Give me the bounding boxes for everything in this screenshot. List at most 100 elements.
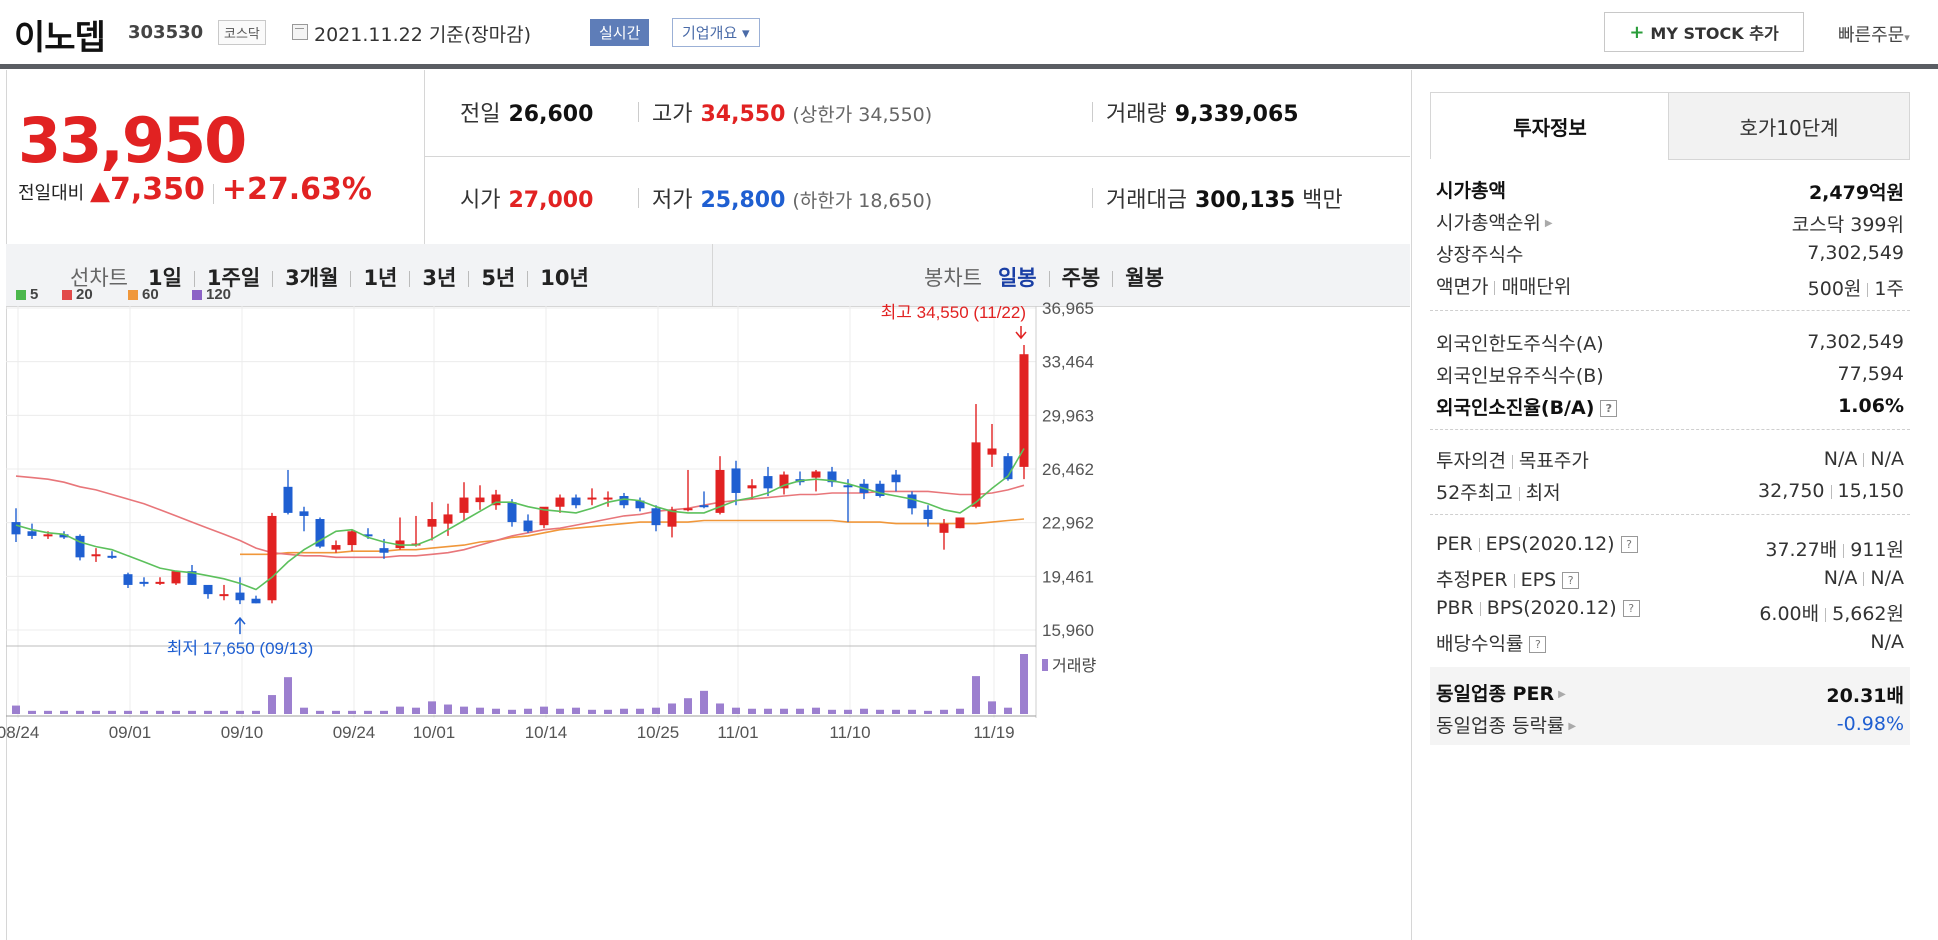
- candle-body: [875, 483, 885, 497]
- info-value-part: 6.00배: [1759, 603, 1820, 625]
- info-value-part: -0.98%: [1836, 713, 1904, 735]
- period-option[interactable]: 10년: [540, 266, 589, 290]
- candle-body: [635, 500, 645, 509]
- period-option[interactable]: 5년: [481, 266, 516, 290]
- tab-invest-info[interactable]: 투자정보: [1430, 92, 1670, 159]
- help-icon[interactable]: ?: [1620, 536, 1638, 553]
- volume-bar: [572, 707, 580, 714]
- stock-code: 303530: [128, 22, 204, 43]
- volume-bar: [220, 710, 228, 714]
- candle-chart-label[interactable]: 봉차트: [924, 266, 982, 290]
- tab-orderbook[interactable]: 호가10단계: [1668, 92, 1910, 160]
- candle-body: [91, 554, 101, 557]
- legend-label: 120: [206, 286, 231, 303]
- candle-option-active[interactable]: 일봉: [997, 266, 1037, 290]
- info-value: 7,302,549: [1807, 242, 1904, 264]
- y-tick-label: 26,462: [1042, 460, 1094, 479]
- invest-info-panel: 투자정보 호가10단계 시가총액 2,479억원 시가총액순위 ▶ 코스닥 399위 …: [1430, 92, 1910, 745]
- divider: [1478, 537, 1480, 552]
- period-option[interactable]: 1주일: [206, 266, 261, 290]
- stat-label: 거래량: [1106, 102, 1167, 127]
- corp-overview-button[interactable]: 기업개요 ▾: [672, 18, 760, 47]
- stat-low: 저가 25,800 (하한가 18,650): [652, 182, 932, 214]
- candle-body: [731, 468, 741, 493]
- volume-bar: [780, 708, 788, 714]
- candle-body: [651, 508, 661, 526]
- divider: [193, 271, 195, 287]
- stat-open: 시가 27,000: [460, 182, 593, 214]
- help-icon[interactable]: ?: [1562, 572, 1580, 589]
- period-option[interactable]: 1년: [363, 266, 398, 290]
- stock-chart[interactable]: 08/24 09/01 09/10 09/24 10/01 10/14 10/25 11/01…: [0, 286, 1410, 938]
- price-change-row: 전일대비 ▲7,350 +27.63%: [18, 172, 372, 207]
- volume-bar: [380, 710, 388, 714]
- opinion-section: 투자의견 목표주가 N/A N/A 52주최고 최저 32,750 15,150: [1430, 430, 1910, 515]
- quick-order-label: 빠른주문: [1838, 25, 1905, 46]
- candle-body: [491, 494, 501, 506]
- industry-section: 동일업종 PER ▶ 20.31배 동일업종 등락률 ▶ -0.98%: [1430, 667, 1910, 745]
- volume-bar: [460, 706, 468, 714]
- help-icon[interactable]: ?: [1600, 400, 1618, 417]
- candlestick-chart[interactable]: 08/24 09/01 09/10 09/24 10/01 10/14 10/25 11/01…: [0, 286, 1410, 938]
- add-mystock-button[interactable]: + MY STOCK 추가: [1604, 12, 1804, 52]
- period-option[interactable]: 3개월: [285, 266, 339, 290]
- low-arrow-icon: [234, 616, 246, 635]
- info-row[interactable]: 동일업종 PER ▶ 20.31배: [1430, 675, 1910, 707]
- volume-bar: [492, 708, 500, 714]
- info-row[interactable]: 시가총액순위 ▶ 코스닥 399위: [1430, 204, 1910, 236]
- volume-bar: [44, 710, 52, 714]
- divider: [1048, 271, 1050, 287]
- line-chart-label[interactable]: 선차트: [70, 266, 128, 290]
- x-tick-label: 11/01: [717, 723, 758, 742]
- divider: [272, 271, 274, 287]
- volume-bar: [76, 710, 84, 714]
- candle-body: [123, 574, 133, 585]
- legend-swatch: [16, 290, 26, 300]
- divider: [638, 188, 639, 208]
- high-annotation: 최고 34,550 (11/22): [881, 303, 1026, 322]
- volume-bar: [60, 710, 68, 714]
- realtime-button[interactable]: 실시간: [590, 19, 650, 46]
- candle-body: [459, 497, 469, 513]
- info-row[interactable]: 동일업종 등락률 ▶ -0.98%: [1430, 707, 1910, 739]
- x-tick-label: 09/01: [109, 723, 152, 742]
- y-tick-label: 15,960: [1042, 621, 1094, 640]
- candle-body: [139, 581, 149, 584]
- calendar-icon: [292, 24, 308, 40]
- volume-bar: [988, 701, 996, 714]
- x-tick-label: 10/01: [413, 723, 456, 742]
- candle-body: [555, 497, 565, 507]
- x-tick-label: 09/10: [221, 723, 264, 742]
- period-option[interactable]: 3년: [422, 266, 457, 290]
- main-panel: [6, 70, 1412, 940]
- quick-order-menu[interactable]: 빠른주문▾: [1838, 21, 1910, 47]
- up-arrow-icon: ▲: [89, 176, 110, 206]
- candle-body: [683, 508, 693, 511]
- info-value: -0.98%: [1837, 713, 1904, 735]
- y-tick-label: 36,965: [1042, 299, 1094, 318]
- stat-value: 9,339,065: [1174, 102, 1299, 127]
- help-icon[interactable]: ?: [1529, 636, 1547, 653]
- candle-body: [907, 494, 917, 509]
- candle-body: [315, 519, 325, 547]
- period-option[interactable]: 1일: [147, 266, 182, 290]
- info-value: 7,302,549: [1807, 331, 1904, 353]
- ma5-line: [15, 448, 1025, 591]
- candle-option[interactable]: 월봉: [1125, 266, 1164, 290]
- foreign-section: 외국인한도주식수(A) 7,302,549 외국인보유주식수(B) 77,594 외…: [1430, 311, 1910, 430]
- stat-value: 26,600: [508, 102, 594, 127]
- info-value-part: N/A: [1823, 567, 1858, 589]
- candle-body: [379, 548, 389, 553]
- stats-row: 전일 26,600 고가 34,550 (상한가 34,550) 거래량 9,339,…: [424, 70, 1410, 157]
- help-icon[interactable]: ?: [1622, 600, 1640, 617]
- candle-body: [811, 471, 821, 478]
- candle-body: [891, 474, 901, 483]
- volume-bar: [316, 710, 324, 714]
- info-value-part: 500원: [1807, 278, 1862, 300]
- info-key: 동일업종 PER ▶: [1436, 679, 1566, 706]
- candle-option[interactable]: 주봉: [1061, 266, 1101, 290]
- base-date: 2021.11.22 기준(장마감): [314, 24, 532, 46]
- divider: [1494, 280, 1496, 295]
- info-key-label: 추정PER: [1436, 569, 1508, 591]
- candle-body: [171, 571, 181, 584]
